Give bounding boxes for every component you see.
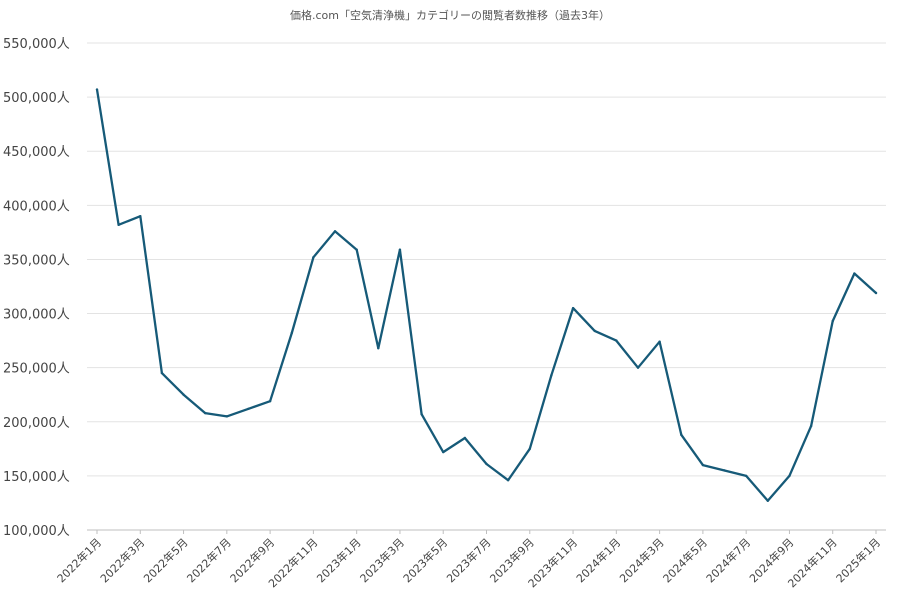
data-point <box>550 374 553 377</box>
y-tick-label: 150,000人 <box>3 470 70 485</box>
data-point <box>615 339 618 342</box>
y-tick-label: 550,000人 <box>3 37 70 52</box>
x-tick-label: 2024年3月 <box>617 535 667 585</box>
x-tick-label: 2023年1月 <box>314 535 364 585</box>
data-point <box>506 479 510 482</box>
data-point <box>463 436 467 440</box>
data-point <box>160 371 164 375</box>
data-point <box>809 424 813 428</box>
data-point <box>853 272 856 275</box>
y-tick-label: 250,000人 <box>3 362 70 377</box>
y-tick-label: 350,000人 <box>3 253 70 268</box>
x-tick-label: 2022年1月 <box>54 535 104 585</box>
data-point <box>398 248 402 251</box>
data-point <box>355 248 358 251</box>
y-tick-label: 300,000人 <box>3 308 70 323</box>
data-point <box>95 88 99 91</box>
x-tick-label: 2025年1月 <box>833 535 883 585</box>
data-point <box>182 393 185 396</box>
gridlines <box>87 42 886 477</box>
data-point <box>485 462 488 466</box>
x-tick-label: 2023年7月 <box>443 535 493 585</box>
data-point <box>203 411 207 415</box>
y-tick-label: 400,000人 <box>3 199 70 214</box>
data-point <box>723 469 726 472</box>
data-point <box>268 400 272 403</box>
data-point <box>528 447 531 451</box>
data-point <box>831 319 834 323</box>
x-tick-label: 2023年5月 <box>400 535 450 585</box>
data-point <box>658 340 661 343</box>
data-point <box>874 291 878 295</box>
data-point <box>788 474 791 478</box>
x-axis: 2022年1月2022年3月2022年5月2022年7月2022年9月2022年… <box>54 529 886 590</box>
data-point <box>290 331 293 335</box>
x-tick-label: 2022年7月 <box>184 535 234 585</box>
chart-title: 価格.com「空気清浄機」カテゴリーの閲覧者数推移（過去3年） <box>290 9 610 22</box>
data-point <box>571 306 575 310</box>
data-point <box>377 346 380 350</box>
y-tick-label: 100,000人 <box>3 524 70 539</box>
data-point <box>225 415 229 418</box>
data-point <box>312 256 315 259</box>
data-point <box>766 499 770 502</box>
x-tick-label: 2024年5月 <box>660 535 710 585</box>
y-axis: 100,000人 150,000人 200,000人 250,000人 300,000人… <box>3 37 70 539</box>
data-point <box>333 230 337 233</box>
data-point <box>247 407 250 410</box>
series-layer <box>95 88 878 502</box>
data-point <box>680 433 683 436</box>
data-point <box>593 329 596 333</box>
x-tick-label: 2024年1月 <box>573 535 623 585</box>
data-point <box>636 366 640 369</box>
data-point <box>420 413 423 416</box>
data-point <box>744 474 748 478</box>
x-tick-label: 2024年7月 <box>703 535 753 585</box>
y-tick-label: 200,000人 <box>3 416 70 431</box>
y-tick-label: 450,000人 <box>3 145 70 160</box>
data-point <box>139 214 142 218</box>
data-point <box>117 223 120 227</box>
y-tick-label: 500,000人 <box>3 91 70 106</box>
x-tick-label: 2023年3月 <box>357 535 407 585</box>
x-tick-label: 2022年3月 <box>97 535 147 585</box>
x-tick-label: 2022年5月 <box>140 535 190 585</box>
data-point <box>701 463 705 467</box>
data-point <box>442 450 445 454</box>
